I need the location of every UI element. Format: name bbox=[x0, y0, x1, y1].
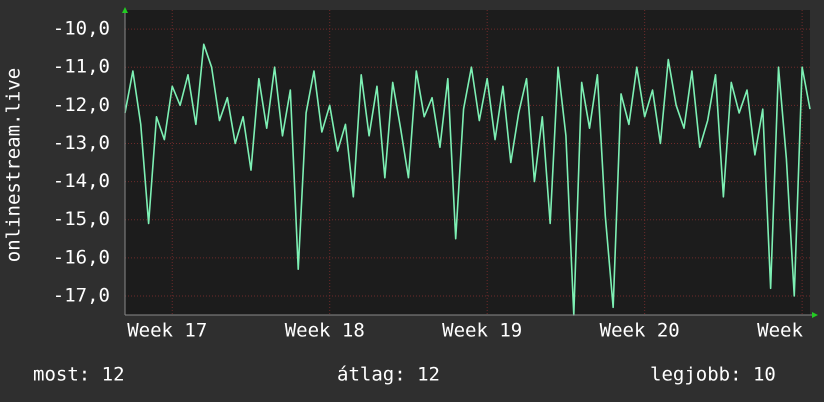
x-axis-arrow bbox=[812, 312, 818, 318]
x-tick-label: Week bbox=[757, 320, 803, 342]
y-tick-label: -14,0 bbox=[53, 170, 110, 192]
y-tick-label: -11,0 bbox=[53, 56, 110, 78]
grid bbox=[125, 10, 810, 315]
y-tick-label: -13,0 bbox=[53, 132, 110, 154]
y-axis-label: onlinestream.live bbox=[3, 68, 25, 262]
y-tick-label: -15,0 bbox=[53, 208, 110, 230]
footer-average: átlag: 12 bbox=[337, 364, 440, 386]
footer-best: legjobb: 10 bbox=[650, 364, 776, 386]
y-tick-label: -17,0 bbox=[53, 284, 110, 306]
y-tick-label: -10,0 bbox=[53, 18, 110, 40]
data bbox=[124, 43, 811, 316]
x-tick-label: Week 20 bbox=[600, 320, 680, 342]
x-tick-label: Week 19 bbox=[442, 320, 522, 342]
y-axis-arrow bbox=[122, 7, 128, 13]
footer-current: most: 12 bbox=[33, 364, 125, 386]
y-tick-label: -12,0 bbox=[53, 94, 110, 116]
data-line bbox=[124, 43, 811, 316]
plot-area bbox=[125, 10, 810, 315]
x-tick-label: Week 18 bbox=[285, 320, 365, 342]
x-tick-label: Week 17 bbox=[127, 320, 207, 342]
y-tick-label: -16,0 bbox=[53, 246, 110, 268]
